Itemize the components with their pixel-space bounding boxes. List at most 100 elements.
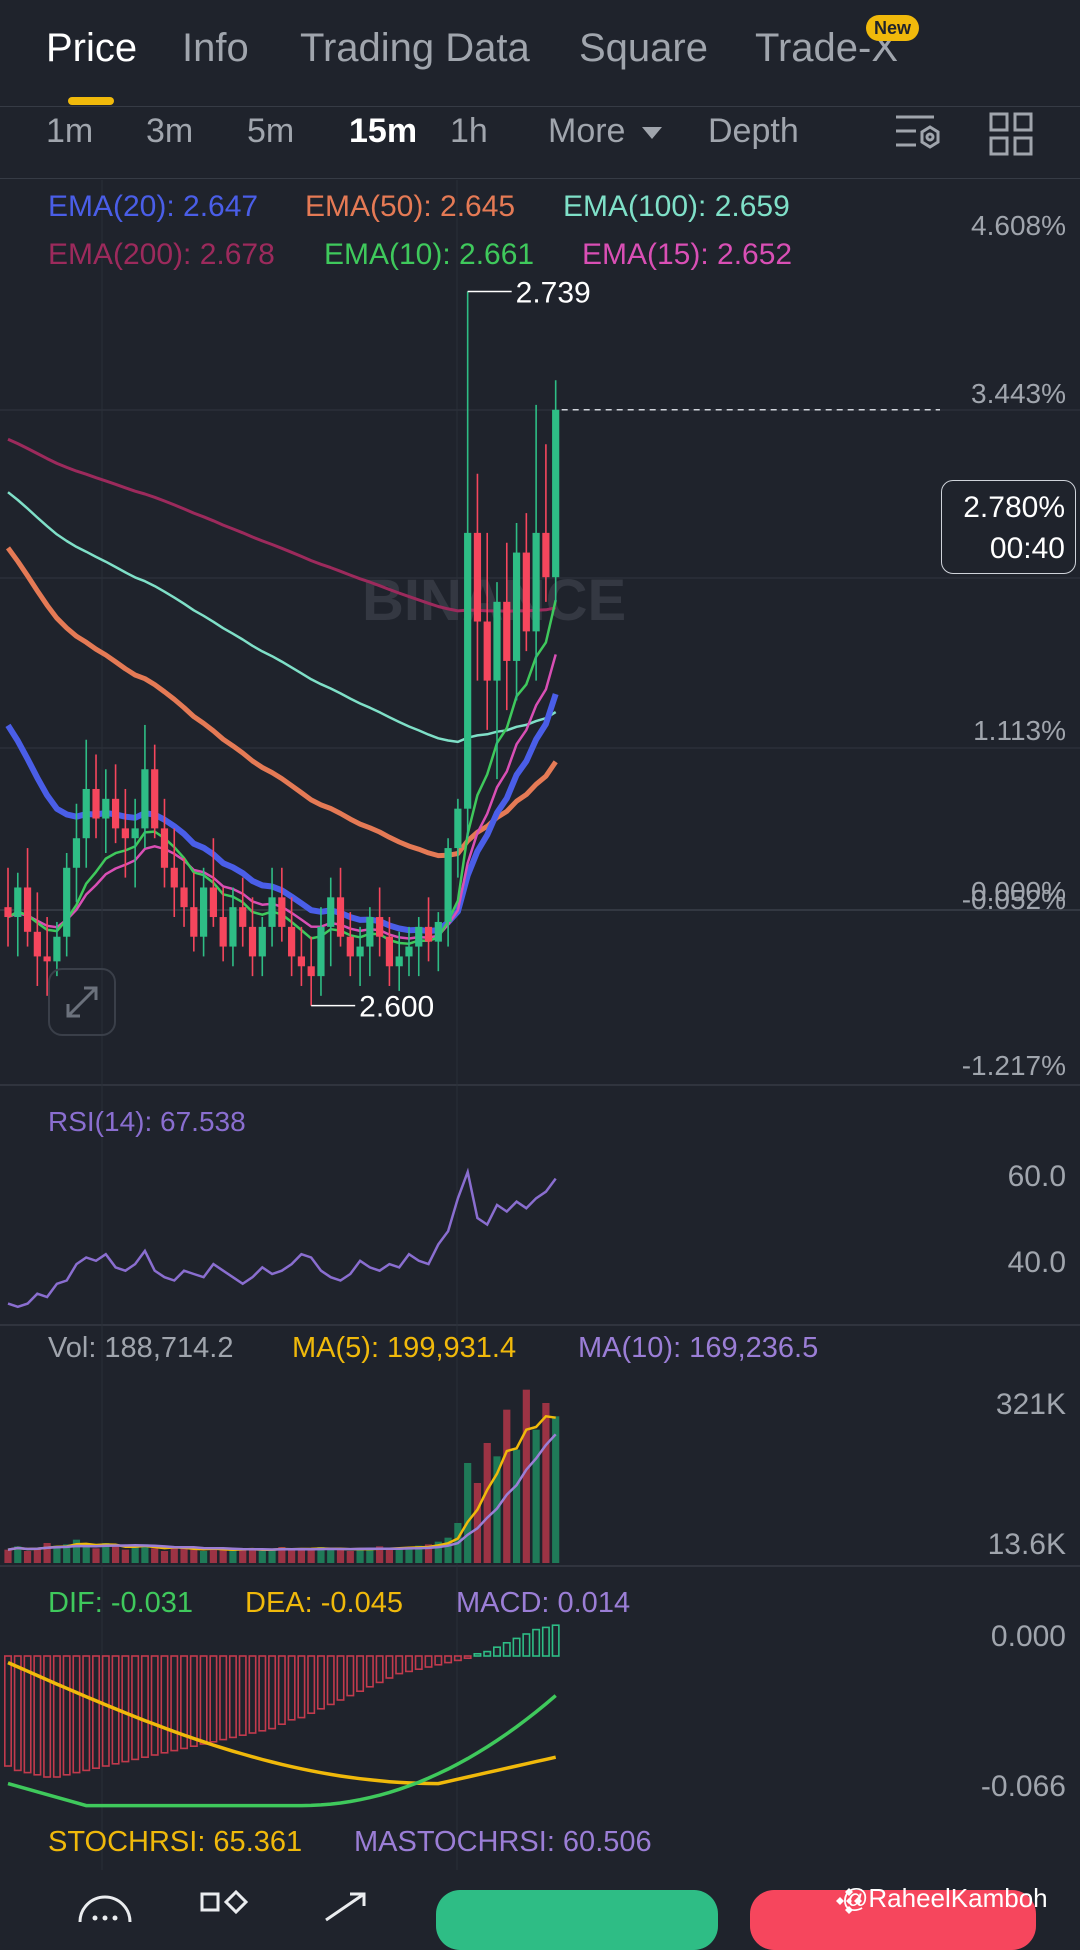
macd-histogram-bar <box>268 1655 277 1730</box>
expand-button[interactable] <box>48 968 116 1036</box>
macd-histogram-bar <box>483 1650 492 1657</box>
candle-body <box>415 926 423 947</box>
macd-histogram-bar <box>209 1655 218 1743</box>
candle-body <box>395 956 403 967</box>
macd-histogram-bar <box>336 1655 345 1701</box>
candle-body <box>522 552 530 632</box>
volume-bar <box>503 1409 511 1563</box>
top-tabs: Price Info Trading Data Square Trade-X N… <box>0 0 1080 106</box>
high-price-label: 2.739 <box>516 277 591 310</box>
volume-bar <box>376 1546 384 1563</box>
macd-histogram-bar <box>170 1655 179 1752</box>
volume-bar <box>121 1549 129 1563</box>
macd-histogram-bar <box>375 1655 384 1684</box>
timeframe-1h[interactable]: 1h <box>450 112 488 150</box>
macd-histogram-bar <box>551 1624 560 1657</box>
macd-axis-label: -0.066 <box>980 1770 1066 1803</box>
volume-bar <box>327 1548 335 1563</box>
volume-bar <box>434 1541 442 1563</box>
price-axis-label: 3.443% <box>971 378 1066 409</box>
candle-body <box>151 769 159 829</box>
macd-histogram-bar <box>395 1655 404 1675</box>
depth-tab[interactable]: Depth <box>708 112 799 150</box>
macd-histogram-bar <box>140 1655 149 1758</box>
candle-body <box>327 897 335 927</box>
timeframe-3m[interactable]: 3m <box>146 112 194 150</box>
volume-bar <box>483 1443 491 1563</box>
candle-body <box>14 887 22 918</box>
macd-histogram-bar <box>502 1642 511 1657</box>
candle-body <box>180 887 188 908</box>
candle-body <box>219 917 227 947</box>
ema50-line <box>5 546 558 859</box>
macd-histogram-bar <box>463 1655 472 1660</box>
candle-body <box>278 897 286 927</box>
candle-body <box>268 897 276 927</box>
tab-square[interactable]: Square <box>579 26 708 70</box>
price-axis-label: -1.217% <box>961 1050 1066 1081</box>
macd-histogram-bar <box>453 1655 462 1662</box>
macd-histogram-bar <box>444 1655 453 1664</box>
candle-body <box>317 926 325 977</box>
tab-trading-data[interactable]: Trading Data <box>300 26 530 70</box>
mastochrsi-legend: MASTOCHRSI: 60.506 <box>354 1826 652 1858</box>
macd-histogram-bar <box>404 1655 413 1673</box>
candle-body <box>121 828 129 839</box>
macd-histogram-bar <box>532 1628 541 1657</box>
tab-info[interactable]: Info <box>182 26 249 70</box>
candle-body <box>141 769 149 829</box>
macd-histogram-bar <box>82 1655 91 1772</box>
macd-histogram-bar <box>160 1655 169 1754</box>
macd-histogram-bar <box>4 1655 13 1767</box>
more-label: More <box>548 112 626 150</box>
volume-bar <box>366 1547 374 1563</box>
candle-body <box>512 552 521 661</box>
rsi-axis-label: 60.0 <box>1007 1160 1066 1193</box>
macd-histogram-bar <box>150 1655 159 1756</box>
macd-histogram-bar <box>180 1655 189 1750</box>
candle-body <box>366 917 374 947</box>
macd-histogram-bar <box>434 1655 443 1666</box>
volume-bar <box>405 1547 413 1563</box>
volume-bar <box>43 1543 51 1563</box>
macd-histogram-bar <box>277 1655 286 1725</box>
macd-histogram-bar <box>62 1655 71 1776</box>
candle-body <box>473 532 482 622</box>
macd-histogram-bar <box>492 1646 501 1657</box>
layout-grid-icon[interactable] <box>989 112 1033 156</box>
volume-bar <box>464 1463 472 1563</box>
binance-logo-icon <box>836 1888 862 1914</box>
tab-price[interactable]: Price <box>46 26 138 70</box>
rsi-line <box>7 1167 557 1309</box>
markets-icon[interactable] <box>200 1890 252 1924</box>
volume-bar <box>424 1544 433 1563</box>
candle-body <box>43 956 51 962</box>
volume-bar <box>92 1548 100 1563</box>
volume-bar <box>444 1537 452 1563</box>
candle-body <box>385 936 394 967</box>
username-watermark: @RaheelKamboh <box>842 1883 1048 1913</box>
expand-icon <box>66 986 98 1018</box>
more-dropdown[interactable]: More <box>548 112 663 151</box>
volume-bar <box>532 1429 540 1563</box>
buy-button[interactable] <box>436 1890 718 1950</box>
timeframe-5m[interactable]: 5m <box>247 112 295 150</box>
more-icon[interactable] <box>78 1894 132 1924</box>
macd-histogram-bar <box>199 1655 208 1745</box>
dropdown-arrow-icon <box>641 127 662 140</box>
volume-bar <box>160 1551 169 1563</box>
new-badge: New <box>866 15 920 41</box>
candle-body <box>160 828 169 868</box>
timeframe-15m[interactable]: 15m <box>349 112 418 150</box>
price-axis-label: 0.000% <box>971 876 1066 907</box>
volume-bar <box>415 1545 423 1563</box>
ema15-legend: EMA(15): 2.652 <box>582 238 793 271</box>
macd-histogram-bar <box>23 1655 32 1774</box>
candle-body <box>63 867 71 937</box>
share-icon[interactable] <box>320 1890 372 1924</box>
chart-settings-icon[interactable] <box>894 111 942 155</box>
candle-body <box>209 887 217 918</box>
timeframe-1m[interactable]: 1m <box>46 112 94 150</box>
macd-histogram-bar <box>101 1655 110 1767</box>
